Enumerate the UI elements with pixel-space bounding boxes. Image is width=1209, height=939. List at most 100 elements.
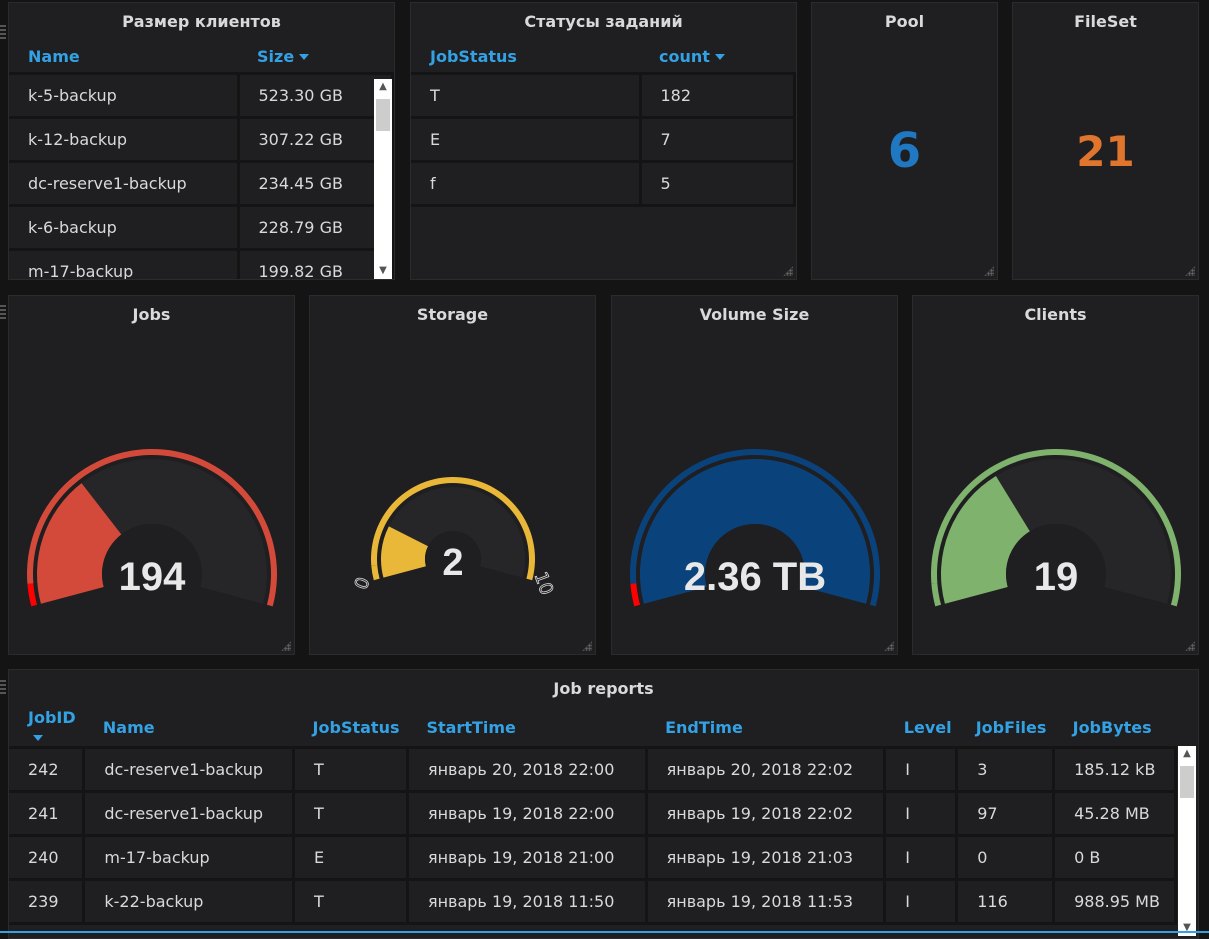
cell: dc-reserve1-backup [83, 747, 296, 793]
panel-title: Pool [884, 12, 925, 31]
cell: E [293, 835, 409, 881]
gauge-value: 194 [119, 555, 186, 599]
cell: январь 19, 2018 11:50 [407, 879, 648, 925]
cell: k-12-backup [9, 117, 240, 163]
column-header-jobstatus[interactable]: JobStatus [411, 41, 640, 75]
sort-desc-icon [714, 54, 725, 61]
cell: 7 [640, 117, 796, 163]
column-header-count[interactable]: count [640, 41, 795, 75]
gauge-min-label: 0 [351, 575, 375, 593]
table-row: k-12-backup 307.22 GB [9, 117, 394, 163]
resize-handle[interactable] [884, 641, 894, 651]
cell: 45.28 MB [1053, 791, 1177, 837]
column-header-endtime[interactable]: EndTime [646, 708, 885, 749]
cell: 185.12 kB [1053, 747, 1177, 793]
panel-title: FileSet [1074, 12, 1137, 31]
column-header-jobid[interactable]: JobID [9, 708, 84, 749]
cell: 523.30 GB [238, 73, 394, 119]
cell: 241 [9, 791, 86, 837]
panel-title: Jobs [132, 305, 171, 324]
scrollbar[interactable]: ▲ ▼ [1178, 746, 1196, 936]
cell: январь 19, 2018 21:03 [646, 835, 887, 881]
cell: T [293, 879, 409, 925]
cell: январь 19, 2018 22:00 [407, 791, 648, 837]
fileset-value: 21 [1076, 127, 1135, 176]
cell: январь 19, 2018 21:00 [407, 835, 648, 881]
cell: 199.82 GB [238, 249, 394, 279]
column-header-jobbytes[interactable]: JobBytes [1053, 708, 1176, 749]
scrollbar-thumb[interactable] [376, 99, 390, 131]
column-header-jobstatus[interactable]: JobStatus [293, 708, 408, 749]
resize-handle[interactable] [783, 266, 793, 276]
job-reports-table: JobID Name JobStatus StartTime EndTime Level J… [9, 708, 1177, 925]
gauge-value: 2.36 TB [684, 555, 826, 599]
cell: I [884, 791, 959, 837]
gauge-panel-jobs: Jobs 194 [8, 295, 295, 655]
cell: 116 [956, 879, 1056, 925]
resize-handle[interactable] [1185, 641, 1195, 651]
panel-title: Clients [1024, 305, 1087, 324]
cell: 240 [9, 835, 86, 881]
sort-desc-icon [299, 54, 310, 61]
column-header-jobfiles[interactable]: JobFiles [956, 708, 1054, 749]
table-row: k-5-backup 523.30 GB [9, 73, 394, 119]
cell: январь 20, 2018 22:00 [407, 747, 648, 793]
gauge-center [1006, 524, 1106, 624]
gauge-fill [941, 475, 1030, 604]
drag-handle[interactable] [0, 680, 6, 694]
gauge-center [425, 531, 481, 587]
cell: E [411, 117, 642, 163]
panel-title: Размер клиентов [122, 12, 281, 31]
cell: T [293, 747, 409, 793]
panel-title: Job reports [553, 679, 654, 698]
chevron-down-icon[interactable]: ▼ [379, 265, 387, 276]
client-size-table: Name Size k-5-backup 523.30 GB k-12-backu… [9, 41, 394, 279]
gauge-threshold-low [371, 564, 380, 581]
resize-handle[interactable] [1185, 266, 1195, 276]
scrollbar[interactable]: ▲ ▼ [374, 79, 392, 279]
gauge-threshold-low [931, 583, 942, 607]
cell: T [293, 791, 409, 837]
chevron-up-icon[interactable]: ▲ [379, 81, 387, 92]
cell: 988.95 MB [1053, 879, 1177, 925]
job-reports-panel: Job reports JobID Name JobStatus StartTime E… [8, 669, 1199, 939]
resize-handle[interactable] [984, 266, 994, 276]
cell: f [411, 161, 642, 207]
column-header-level[interactable]: Level [884, 708, 957, 749]
cell: dc-reserve1-backup [9, 161, 240, 207]
cell: 242 [9, 747, 86, 793]
gauge-fill [36, 483, 122, 604]
chevron-up-icon[interactable]: ▲ [1183, 748, 1191, 759]
cell: I [884, 835, 959, 881]
panel-title: Статусы заданий [524, 12, 683, 31]
cell: I [884, 747, 959, 793]
column-header-name[interactable]: Name [9, 41, 238, 75]
gauge-value: 19 [1034, 555, 1079, 599]
drag-handle[interactable] [0, 25, 6, 39]
resize-handle[interactable] [281, 641, 291, 651]
cell: k-5-backup [9, 73, 240, 119]
cell: I [884, 879, 959, 925]
column-header-size[interactable]: Size [238, 41, 393, 75]
drag-handle[interactable] [0, 305, 6, 319]
resize-handle[interactable] [582, 641, 592, 651]
chevron-down-icon[interactable]: ▼ [1183, 922, 1191, 933]
client-size-panel: Размер клиентов Name Size k-5-backup 523.… [8, 2, 395, 280]
cell: 182 [640, 73, 796, 119]
gauge-panel-clients: Clients 19 [912, 295, 1199, 655]
column-header-name[interactable]: Name [83, 708, 294, 749]
gauge-threshold-low [27, 583, 38, 607]
cell: m-17-backup [83, 835, 296, 881]
cell: dc-reserve1-backup [83, 791, 296, 837]
table-row: dc-reserve1-backup 234.45 GB [9, 161, 394, 207]
panel-title: Storage [416, 305, 489, 324]
column-header-starttime[interactable]: StartTime [407, 708, 647, 749]
scrollbar-thumb[interactable] [1180, 766, 1194, 798]
